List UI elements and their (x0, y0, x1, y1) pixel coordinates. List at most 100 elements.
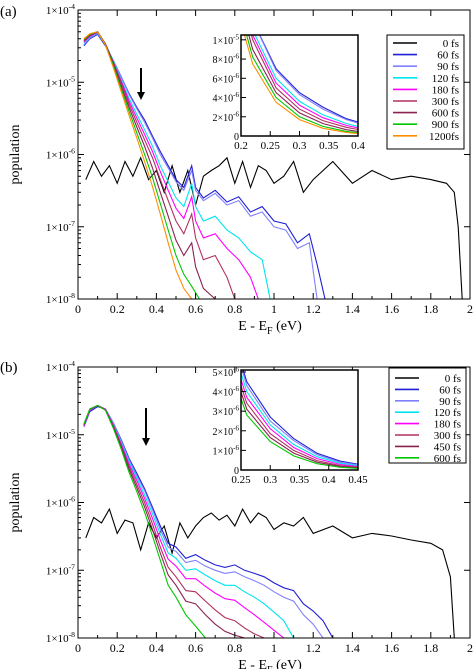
legend-label: 180 fs (432, 84, 459, 96)
inset-y-tick-label: 3×10-6 (213, 405, 240, 419)
inset-x-tick-label: 0.25 (231, 474, 251, 486)
x-tick-label: 2 (467, 302, 473, 316)
legend-label: 0 fs (445, 373, 461, 385)
x-tick-label: 1.6 (384, 302, 399, 316)
x-tick-label: 1 (271, 302, 277, 316)
inset-series-group (241, 370, 358, 469)
series-line-450-fs (83, 404, 245, 638)
y-tick-label: 1×10-8 (46, 630, 75, 645)
y-tick-label: 1×10-7 (46, 219, 75, 234)
x-tick-label: 0.4 (149, 302, 164, 316)
inset-series-line-900-fs (246, 35, 358, 134)
panel-a: (a)0 0.2 0.4 0.6 0.8 1 1.2 1.4 1.6 1.8 21×10-81×10… (0, 2, 473, 337)
x-tick-label: 0.2 (110, 641, 125, 655)
panel-label: (b) (0, 360, 18, 376)
inset-x-tick-label: 0.35 (290, 474, 310, 486)
y-axis-label: population (8, 125, 23, 185)
series-line-1200fs (83, 31, 193, 299)
series-group (83, 404, 455, 638)
series-line-600-fs (83, 404, 206, 638)
y-tick-label: 1×10-4 (46, 359, 75, 374)
series-line-300-fs (83, 30, 236, 299)
legend-label: 600 fs (432, 108, 459, 120)
x-tick-label: 0.6 (188, 302, 203, 316)
legend-label: 300 fs (434, 430, 461, 442)
inset-y-tick-label: 1×10-6 (213, 444, 240, 458)
x-tick-label: 2 (467, 641, 473, 655)
inset-y-tick-label: 1×10-5 (213, 33, 240, 47)
x-tick-label: 1.8 (423, 302, 438, 316)
y-tick-label: 1×10-6 (46, 495, 75, 510)
x-tick-label: 0.6 (188, 641, 203, 655)
inset-x-tick-label: 0.35 (319, 140, 339, 152)
x-tick-label: 0.8 (227, 302, 242, 316)
legend-label: 120 fs (432, 73, 459, 85)
y-tick-label: 1×10-5 (46, 427, 75, 442)
inset-y-tick-label: 8×10-6 (213, 53, 240, 67)
inset-series-line-450-fs (241, 390, 358, 469)
x-axis-label: E - EF (eV) (238, 658, 302, 669)
inset-series-line-600-fs (248, 35, 358, 132)
series-line-180-fs (83, 31, 259, 299)
inset-y-tick-label: 4×10-6 (213, 385, 240, 399)
x-tick-label: 1.2 (306, 641, 321, 655)
series-group (83, 30, 463, 299)
legend-label: 120 fs (434, 407, 461, 419)
legend-label: 60 fs (439, 384, 461, 396)
legend-label: 300 fs (432, 96, 459, 108)
inset-y-tick-label: 6×10-6 (213, 72, 240, 86)
x-tick-label: 1.8 (423, 641, 438, 655)
inset-series-line-600-fs (241, 396, 358, 469)
inset-x-tick-label: 0.25 (261, 140, 281, 152)
y-tick-label: 1×10-8 (46, 291, 75, 306)
legend-label: 900 fs (432, 119, 459, 131)
x-axis-label: E - EF (eV) (238, 319, 302, 337)
y-tick-label: 1×10-5 (46, 74, 75, 89)
legend-label: 1200fs (429, 131, 459, 143)
inset-y-tick-label: 4×10-6 (213, 91, 240, 105)
inset-chart: 0.25 0.3 0.35 0.4 0.45 0 1×10-6 2×10-6 3×10-6 4×1… (213, 365, 369, 486)
inset-series-group (243, 35, 358, 135)
legend-label: 90 fs (437, 61, 459, 73)
annotation-arrowhead (137, 92, 145, 100)
inset-y-tick-label: 0 (234, 466, 239, 477)
legend-label: 0 fs (443, 38, 459, 50)
x-tick-label: 1.4 (345, 641, 360, 655)
x-tick-label: 0 (75, 641, 81, 655)
inset-x-tick-label: 0.4 (322, 474, 336, 486)
inset-series-line-1200fs (243, 35, 358, 135)
inset-x-tick-label: 0.4 (351, 140, 365, 152)
y-tick-label: 1×10-6 (46, 147, 75, 162)
inset-y-tick-label: 2×10-6 (213, 424, 240, 438)
inset-y-tick-label: 0 (234, 132, 239, 143)
panel-label: (a) (0, 4, 17, 20)
x-tick-label: 1.6 (384, 641, 399, 655)
legend-label: 90 fs (439, 396, 461, 408)
inset-x-tick-label: 0.3 (293, 140, 307, 152)
x-tick-label: 1 (271, 641, 277, 655)
inset-x-tick-label: 0.3 (263, 474, 277, 486)
legend-label: 450 fs (434, 441, 461, 453)
series-line-600-fs (83, 31, 216, 299)
x-tick-label: 0.4 (149, 641, 164, 655)
inset-y-tick-label: 2×10-6 (213, 110, 240, 124)
inset-x-tick-label: 0.2 (234, 140, 248, 152)
annotation-arrowhead (142, 438, 150, 446)
series-line-0-fs (85, 507, 455, 638)
inset-chart: 0.2 0.25 0.3 0.35 0.4 0 2×10-6 4×10-6 6×10-6 8×10… (213, 33, 366, 152)
inset-x-tick-label: 0.45 (348, 474, 368, 486)
y-tick-label: 1×10-4 (46, 2, 75, 17)
x-tick-label: 1.4 (345, 302, 360, 316)
series-line-0-fs (85, 156, 463, 299)
x-tick-label: 0.2 (110, 302, 125, 316)
y-tick-label: 1×10-7 (46, 562, 75, 577)
x-tick-label: 0.8 (227, 641, 242, 655)
inset-y-tick-label: 5×10-6 (213, 365, 240, 379)
inset-series-line-300-fs (241, 384, 358, 468)
legend-label: 60 fs (437, 50, 459, 62)
legend-label: 600 fs (434, 453, 461, 465)
